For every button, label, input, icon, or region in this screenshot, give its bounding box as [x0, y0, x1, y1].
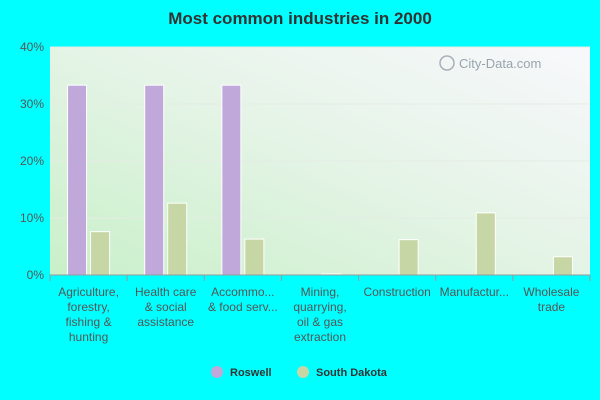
bar-south-dakota — [244, 238, 265, 276]
legend: Roswell South Dakota — [211, 366, 388, 379]
y-tick-label: 20% — [20, 154, 44, 168]
bar-south-dakota — [90, 231, 111, 276]
x-category-label: Accommo... & food serv... — [208, 285, 278, 314]
x-category-label: Construction — [363, 285, 430, 299]
y-tick-label: 0% — [27, 268, 45, 282]
x-category-label: Wholesale trade — [523, 285, 579, 314]
bar-south-dakota — [475, 212, 496, 276]
x-category-label: Manufactur... — [440, 285, 509, 299]
y-tick-label: 10% — [20, 211, 44, 225]
y-tick-label: 30% — [20, 97, 44, 111]
bar-south-dakota — [552, 256, 573, 276]
bar-south-dakota — [167, 202, 188, 276]
x-category-label: Health care & social assistance — [135, 285, 197, 329]
bar-roswell — [67, 84, 88, 276]
legend-swatch — [297, 366, 309, 378]
y-tick-label: 40% — [20, 40, 44, 54]
watermark: City-Data.com — [439, 55, 541, 71]
legend-swatch — [211, 366, 223, 378]
bar-roswell — [221, 84, 242, 276]
bar-roswell — [144, 84, 165, 276]
x-category-label: Agriculture, forestry, fishing & hunting — [58, 285, 119, 344]
watermark-icon — [439, 55, 455, 71]
chart-title: Most common industries in 2000 — [168, 9, 432, 28]
bar-south-dakota — [398, 239, 419, 276]
watermark-text: City-Data.com — [459, 56, 541, 71]
x-category-label: Mining, quarrying, oil & gas extraction — [293, 285, 346, 344]
legend-label: Roswell — [230, 367, 272, 379]
legend-label: South Dakota — [316, 367, 388, 379]
